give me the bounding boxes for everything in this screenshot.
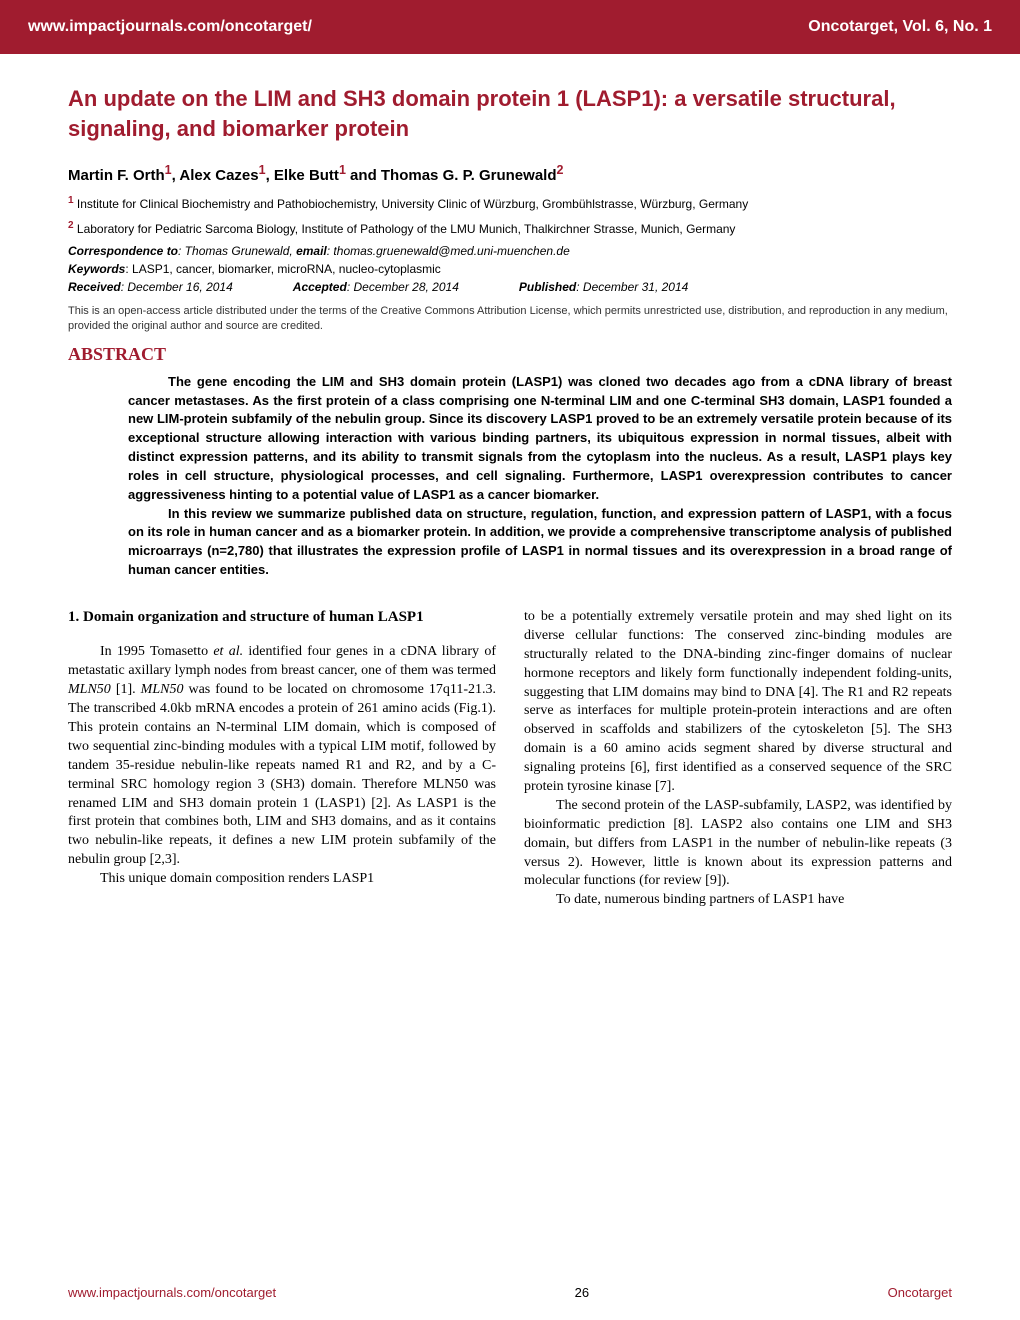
authors-line: Martin F. Orth1, Alex Cazes1, Elke Butt1… <box>68 163 952 184</box>
license-text: This is an open-access article distribut… <box>68 304 952 334</box>
col2-text: to be a potentially extremely versatile … <box>524 608 952 910</box>
section-heading: 1. Domain organization and structure of … <box>68 608 496 628</box>
journal-header: www.impactjournals.com/oncotarget/ Oncot… <box>0 0 1020 54</box>
footer-url: www.impactjournals.com/oncotarget <box>68 1285 276 1300</box>
col1-text: In 1995 Tomasetto et al. identified four… <box>68 643 496 889</box>
page-number: 26 <box>575 1285 589 1300</box>
article-title: An update on the LIM and SH3 domain prot… <box>68 84 952 143</box>
dates-line: Received: December 16, 2014Accepted: Dec… <box>68 280 952 294</box>
keywords-line: Keywords: LASP1, cancer, biomarker, micr… <box>68 262 952 276</box>
affiliation-2: 2 Laboratory for Pediatric Sarcoma Biolo… <box>68 219 952 238</box>
affiliation-1: 1 Institute for Clinical Biochemistry an… <box>68 194 952 213</box>
page-footer: www.impactjournals.com/oncotarget 26 Onc… <box>0 1285 1020 1300</box>
page-content: An update on the LIM and SH3 domain prot… <box>0 54 1020 910</box>
footer-journal: Oncotarget <box>888 1285 952 1300</box>
correspondence-line: Correspondence to: Thomas Grunewald, ema… <box>68 244 952 258</box>
column-left: 1. Domain organization and structure of … <box>68 608 496 910</box>
abstract-para-1: The gene encoding the LIM and SH3 domain… <box>128 373 952 505</box>
abstract-body: The gene encoding the LIM and SH3 domain… <box>68 373 952 580</box>
body-columns: 1. Domain organization and structure of … <box>68 608 952 910</box>
header-issue: Oncotarget, Vol. 6, No. 1 <box>808 18 992 36</box>
abstract-para-2: In this review we summarize published da… <box>128 505 952 580</box>
abstract-heading: ABSTRACT <box>68 344 952 365</box>
header-url: www.impactjournals.com/oncotarget/ <box>28 18 312 36</box>
column-right: to be a potentially extremely versatile … <box>524 608 952 910</box>
